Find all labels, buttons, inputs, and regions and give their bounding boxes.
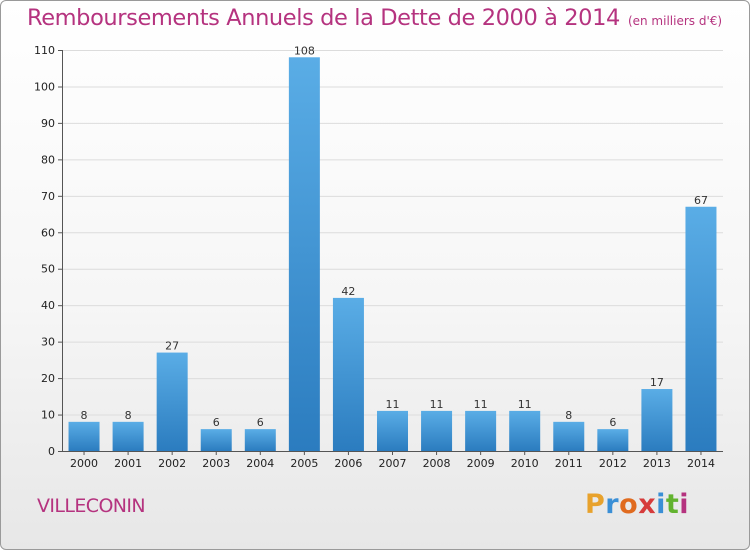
y-tick-label: 100 xyxy=(34,80,55,93)
bar-2011 xyxy=(553,421,585,451)
data-label: 6 xyxy=(609,416,616,429)
y-tick-label: 10 xyxy=(41,409,55,422)
bar-2007 xyxy=(377,410,408,451)
data-label: 67 xyxy=(694,194,708,207)
bar-2001 xyxy=(112,421,144,451)
y-tick-label: 50 xyxy=(41,263,55,276)
bar-2005 xyxy=(288,57,320,452)
x-tick-label: 2003 xyxy=(202,457,230,470)
x-tick-label: 2002 xyxy=(158,457,186,470)
x-tick-label: 2010 xyxy=(511,457,539,470)
y-tick-label: 70 xyxy=(41,190,55,203)
x-tick-label: 2006 xyxy=(334,457,362,470)
data-label: 6 xyxy=(213,416,220,429)
bar-2003 xyxy=(200,429,232,451)
chart-title-text: Remboursements Annuels de la Dette de 20… xyxy=(27,5,620,31)
logo-letter: i xyxy=(656,489,666,520)
x-tick-label: 2001 xyxy=(114,457,142,470)
logo-letter: i xyxy=(679,489,690,520)
bar-2012 xyxy=(597,429,629,451)
commune-name: VILLECONIN xyxy=(37,495,146,517)
bar-2013 xyxy=(641,389,673,451)
y-tick-label: 110 xyxy=(34,44,55,57)
bar-2000 xyxy=(68,421,100,451)
data-label: 27 xyxy=(165,340,179,353)
data-label: 6 xyxy=(257,416,264,429)
data-label: 11 xyxy=(430,398,444,411)
chart-unit: (en milliers d'€) xyxy=(627,14,723,28)
y-tick-label: 60 xyxy=(41,226,55,239)
chart-title: Remboursements Annuels de la Dette de 20… xyxy=(27,5,722,31)
data-label: 8 xyxy=(81,409,88,422)
data-label: 8 xyxy=(125,409,132,422)
bar-2008 xyxy=(421,410,453,451)
y-tick-label: 80 xyxy=(41,153,55,166)
data-label: 11 xyxy=(518,398,532,411)
x-tick-label: 2000 xyxy=(70,457,98,470)
y-tick-label: 30 xyxy=(41,336,55,349)
data-label: 108 xyxy=(294,44,315,57)
x-tick-label: 2007 xyxy=(379,457,407,470)
logo-letter: t xyxy=(665,489,680,520)
x-tick-label: 2005 xyxy=(290,457,318,470)
x-tick-label: 2011 xyxy=(555,457,583,470)
y-tick-label: 0 xyxy=(48,445,55,458)
bar-2002 xyxy=(156,352,188,451)
x-tick-label: 2014 xyxy=(687,457,715,470)
y-tick-label: 90 xyxy=(41,117,55,130)
x-tick-label: 2008 xyxy=(423,457,451,470)
logo-letter: o xyxy=(619,489,639,520)
axes: 0 10 20 30 40 50 60 70 80 90 100 110 2000 2001 2002 200… xyxy=(34,44,723,470)
bars: 8 8 27 6 6 108 42 11 11 11 11 8 6 17 67 xyxy=(68,44,717,452)
data-label: 11 xyxy=(386,398,400,411)
bar-2014 xyxy=(685,206,717,451)
bar-2010 xyxy=(509,410,541,451)
logo-letter: P xyxy=(585,489,606,520)
logo-letter: x xyxy=(638,489,657,520)
y-tick-label: 20 xyxy=(41,372,55,385)
x-tick-label: 2012 xyxy=(599,457,627,470)
proxiti-logo: Proxiti xyxy=(585,489,689,520)
data-label: 8 xyxy=(565,409,572,422)
data-label: 42 xyxy=(341,285,355,298)
data-label: 17 xyxy=(650,376,664,389)
bar-2009 xyxy=(465,410,497,451)
x-tick-label: 2009 xyxy=(467,457,495,470)
data-label: 11 xyxy=(474,398,488,411)
x-tick-label: 2004 xyxy=(246,457,274,470)
x-tick-label: 2013 xyxy=(643,457,671,470)
bar-2006 xyxy=(332,297,364,451)
logo-letter: r xyxy=(605,489,620,520)
bar-2004 xyxy=(244,429,276,451)
y-tick-label: 40 xyxy=(41,299,55,312)
